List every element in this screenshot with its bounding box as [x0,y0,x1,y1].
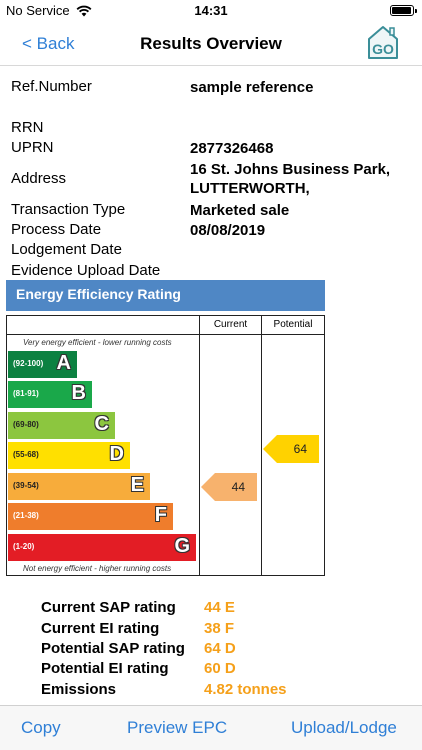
status-left: No Service [6,3,92,18]
band-letter: E [130,474,144,496]
band-letter: B [71,382,86,404]
address-label: Address [11,170,67,187]
lodgement-date-label: Lodgement Date [11,241,122,258]
band-letter: F [154,504,167,526]
band-range: (92-100) [13,359,44,368]
go-logo-icon[interactable]: GO [366,24,400,60]
current-ei-label: Current EI rating [41,620,160,637]
emissions-label: Emissions [41,681,117,698]
top-note: Very energy efficient - lower running co… [23,338,172,347]
band-letter: G [174,535,190,557]
potential-ei-label: Potential EI rating [41,660,169,677]
emissions-value: 4.82 tonnes [204,681,287,698]
upload-lodge-button[interactable]: Upload/Lodge [291,718,397,737]
band-range: (1-20) [13,542,35,551]
band-range: (39-54) [13,481,39,490]
arrow-shape [201,473,257,501]
rrn-label: RRN [11,119,44,136]
energy-rating-graphic: Energy Efficiency Rating Current Potenti… [6,280,325,576]
potential-sap-value: 64 D [204,640,236,657]
copy-button[interactable]: Copy [21,718,61,737]
process-date-value: 08/08/2019 [190,222,266,239]
potential-rating-value: 64 [293,442,307,456]
potential-sap-label: Potential SAP rating [41,640,185,657]
uprn-label: UPRN [11,139,54,156]
rating-header: Energy Efficiency Rating [6,280,325,311]
header-divider [7,334,324,335]
band-g: (1-20) G [8,534,196,561]
uprn-value: 2877326468 [190,140,274,157]
band-letter: A [56,352,71,374]
address-value: 16 St. Johns Business Park, LUTTERWORTH, [190,161,391,197]
band-b: (81-91) B [8,381,92,408]
band-a: (92-100) A [8,351,77,378]
current-ei-value: 38 F [204,620,235,637]
status-time: 14:31 [194,3,228,18]
band-e: (39-54) E [8,473,150,500]
arrow-shape [263,435,319,463]
current-sap-label: Current SAP rating [41,599,176,616]
band-range: (69-80) [13,420,39,429]
band-d: (55-68) D [8,442,130,469]
bottom-note: Not energy efficient - higher running co… [23,564,172,573]
potential-column-header: Potential [273,319,313,330]
transaction-type-label: Transaction Type [11,201,126,218]
current-column-header: Current [213,319,248,330]
transaction-type-value: Marketed sale [190,202,290,219]
bottom-toolbar: Copy Preview EPC Upload/Lodge [0,705,422,750]
preview-epc-button[interactable]: Preview EPC [127,718,228,737]
band-letter: C [94,413,109,435]
current-rating-arrow: 44 [201,473,257,501]
rating-table: Current Potential Very energy efficient … [6,315,325,576]
ref-number-value: sample reference [190,79,314,96]
wifi-icon [76,5,92,16]
band-letter: D [109,443,124,465]
column-divider [261,316,262,575]
page-title: Results Overview [140,34,282,53]
band-c: (69-80) C [8,412,115,439]
band-f: (21-38) F [8,503,173,530]
current-sap-value: 44 E [204,599,235,616]
band-range: (21-38) [13,511,39,520]
evidence-upload-date-label: Evidence Upload Date [11,262,161,279]
process-date-label: Process Date [11,221,102,238]
current-rating-value: 44 [231,480,245,494]
logo-text: GO [372,41,394,57]
column-divider [199,316,200,575]
status-bar: No Service 14:31 [0,0,422,22]
carrier-text: No Service [6,3,70,18]
band-range: (55-68) [13,450,39,459]
battery-icon [390,5,417,16]
nav-bar: < Back Results Overview GO [0,22,422,66]
potential-ei-value: 60 D [204,660,236,677]
rating-title: Energy Efficiency Rating [16,286,181,302]
ref-number-label: Ref.Number [11,78,92,95]
potential-rating-arrow: 64 [263,435,319,463]
back-button[interactable]: < Back [22,34,75,53]
band-range: (81-91) [13,389,39,398]
